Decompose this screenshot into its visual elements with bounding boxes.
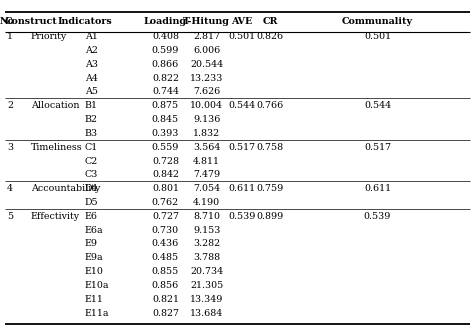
Text: 21.305: 21.305	[190, 281, 223, 290]
Text: 0.544: 0.544	[228, 101, 255, 110]
Text: A3: A3	[85, 60, 98, 69]
Text: No: No	[0, 17, 15, 26]
Text: C1: C1	[85, 143, 98, 152]
Text: Loading: Loading	[144, 17, 187, 26]
Text: 0.611: 0.611	[364, 184, 391, 193]
Text: 0.544: 0.544	[364, 101, 391, 110]
Text: 0.856: 0.856	[152, 281, 179, 290]
Text: 20.734: 20.734	[190, 267, 223, 276]
Text: 2: 2	[7, 101, 13, 110]
Text: 2.817: 2.817	[193, 32, 220, 41]
Text: 0.501: 0.501	[364, 32, 391, 41]
Text: 0.744: 0.744	[152, 87, 179, 97]
Text: E6a: E6a	[85, 225, 103, 235]
Text: 0.408: 0.408	[152, 32, 179, 41]
Text: D4: D4	[85, 184, 98, 193]
Text: Effectivity: Effectivity	[31, 212, 80, 221]
Text: Construct: Construct	[5, 17, 57, 26]
Text: 6.006: 6.006	[193, 46, 220, 55]
Text: 0.822: 0.822	[152, 74, 179, 83]
Text: E10: E10	[85, 267, 104, 276]
Text: Indicators: Indicators	[57, 17, 112, 26]
Text: E11: E11	[85, 295, 104, 304]
Text: 0.821: 0.821	[152, 295, 179, 304]
Text: T-Hitung: T-Hitung	[183, 17, 230, 26]
Text: 5: 5	[7, 212, 13, 221]
Text: E10a: E10a	[85, 281, 109, 290]
Text: CR: CR	[263, 17, 278, 26]
Text: 10.004: 10.004	[190, 101, 223, 110]
Text: 13.233: 13.233	[190, 74, 223, 83]
Text: A2: A2	[85, 46, 98, 55]
Text: Communality: Communality	[342, 17, 413, 26]
Text: 13.349: 13.349	[190, 295, 223, 304]
Text: 1: 1	[7, 32, 13, 41]
Text: 0.875: 0.875	[152, 101, 179, 110]
Text: 3: 3	[7, 143, 13, 152]
Text: 0.866: 0.866	[152, 60, 179, 69]
Text: 0.436: 0.436	[152, 239, 179, 248]
Text: 3.564: 3.564	[193, 143, 220, 152]
Text: 0.827: 0.827	[152, 308, 179, 318]
Text: 4.190: 4.190	[193, 198, 220, 207]
Text: 20.544: 20.544	[190, 60, 223, 69]
Text: 0.759: 0.759	[257, 184, 284, 193]
Text: B1: B1	[85, 101, 98, 110]
Text: Allocation: Allocation	[31, 101, 79, 110]
Text: AVE: AVE	[231, 17, 252, 26]
Text: 0.845: 0.845	[152, 115, 179, 124]
Text: A5: A5	[85, 87, 98, 97]
Text: 0.728: 0.728	[152, 157, 179, 166]
Text: 0.758: 0.758	[257, 143, 284, 152]
Text: 0.899: 0.899	[257, 212, 284, 221]
Text: 0.559: 0.559	[152, 143, 179, 152]
Text: Priority: Priority	[31, 32, 67, 41]
Text: 13.684: 13.684	[190, 308, 223, 318]
Text: D5: D5	[85, 198, 99, 207]
Text: Accountability: Accountability	[31, 184, 100, 193]
Text: E9: E9	[85, 239, 98, 248]
Text: A1: A1	[85, 32, 98, 41]
Text: 0.766: 0.766	[257, 101, 284, 110]
Text: B3: B3	[85, 129, 98, 138]
Text: E9a: E9a	[85, 253, 103, 262]
Text: 8.710: 8.710	[193, 212, 220, 221]
Text: 0.517: 0.517	[364, 143, 391, 152]
Text: 0.801: 0.801	[152, 184, 179, 193]
Text: 9.136: 9.136	[193, 115, 220, 124]
Text: 0.393: 0.393	[152, 129, 179, 138]
Text: E11a: E11a	[85, 308, 109, 318]
Text: 3.282: 3.282	[193, 239, 220, 248]
Text: 0.539: 0.539	[364, 212, 391, 221]
Text: 0.517: 0.517	[228, 143, 255, 152]
Text: 7.626: 7.626	[193, 87, 220, 97]
Text: 0.611: 0.611	[228, 184, 255, 193]
Text: 1.832: 1.832	[193, 129, 220, 138]
Text: 0.855: 0.855	[152, 267, 179, 276]
Text: 7.054: 7.054	[193, 184, 220, 193]
Text: 0.727: 0.727	[152, 212, 179, 221]
Text: 0.501: 0.501	[228, 32, 255, 41]
Text: Timeliness: Timeliness	[31, 143, 82, 152]
Text: 0.730: 0.730	[152, 225, 179, 235]
Text: 0.826: 0.826	[257, 32, 284, 41]
Text: C3: C3	[85, 170, 98, 179]
Text: 7.479: 7.479	[193, 170, 220, 179]
Text: 0.599: 0.599	[152, 46, 179, 55]
Text: 9.153: 9.153	[193, 225, 220, 235]
Text: 0.539: 0.539	[228, 212, 256, 221]
Text: A4: A4	[85, 74, 98, 83]
Text: B2: B2	[85, 115, 98, 124]
Text: 3.788: 3.788	[193, 253, 220, 262]
Text: E6: E6	[85, 212, 98, 221]
Text: 0.842: 0.842	[152, 170, 179, 179]
Text: 4.811: 4.811	[193, 157, 220, 166]
Text: 4: 4	[7, 184, 13, 193]
Text: C2: C2	[85, 157, 98, 166]
Text: 0.762: 0.762	[152, 198, 179, 207]
Text: 0.485: 0.485	[152, 253, 179, 262]
